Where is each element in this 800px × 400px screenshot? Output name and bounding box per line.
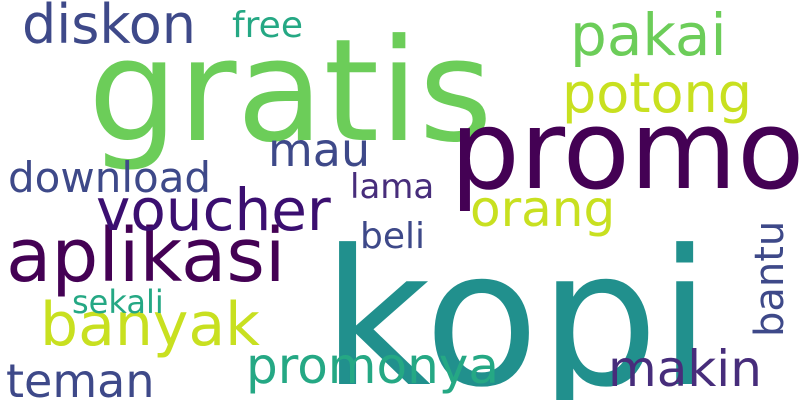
word-pakai: pakai bbox=[570, 1, 727, 69]
word-diskon: diskon bbox=[22, 0, 196, 56]
word-promo: promo bbox=[450, 86, 800, 214]
word-beli: beli bbox=[360, 216, 425, 257]
word-mau: mau bbox=[268, 123, 370, 177]
word-potong: potong bbox=[562, 62, 752, 125]
word-sekali: sekali bbox=[72, 283, 164, 321]
word-aplikasi: aplikasi bbox=[6, 213, 285, 299]
word-teman: teman bbox=[6, 354, 155, 400]
word-voucher: voucher bbox=[96, 176, 331, 244]
word-orang: orang bbox=[470, 180, 615, 238]
word-free: free bbox=[232, 5, 303, 46]
word-makin: makin bbox=[608, 340, 762, 398]
word-kopi: kopi bbox=[322, 210, 711, 400]
word-lama: lama bbox=[350, 167, 434, 207]
word-banyak: banyak bbox=[40, 290, 260, 360]
word-promonya: promonya bbox=[246, 337, 499, 395]
word-bantu: bantu bbox=[747, 221, 793, 337]
word-gratis: gratis bbox=[88, 9, 493, 174]
word-download: download bbox=[8, 153, 211, 202]
